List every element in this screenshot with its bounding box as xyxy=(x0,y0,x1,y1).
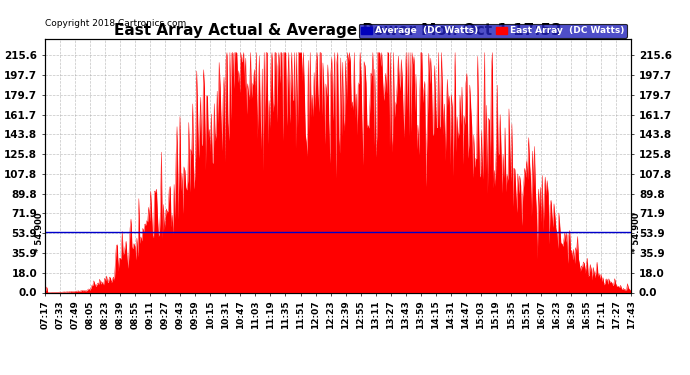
Text: Copyright 2018 Cartronics.com: Copyright 2018 Cartronics.com xyxy=(45,19,186,28)
Title: East Array Actual & Average Power Mon Oct 1 17:53: East Array Actual & Average Power Mon Oc… xyxy=(115,23,562,38)
Text: * 54.900: * 54.900 xyxy=(632,212,641,252)
Text: * 54.900: * 54.900 xyxy=(35,212,44,252)
Legend: Average  (DC Watts), East Array  (DC Watts): Average (DC Watts), East Array (DC Watts… xyxy=(359,24,627,38)
